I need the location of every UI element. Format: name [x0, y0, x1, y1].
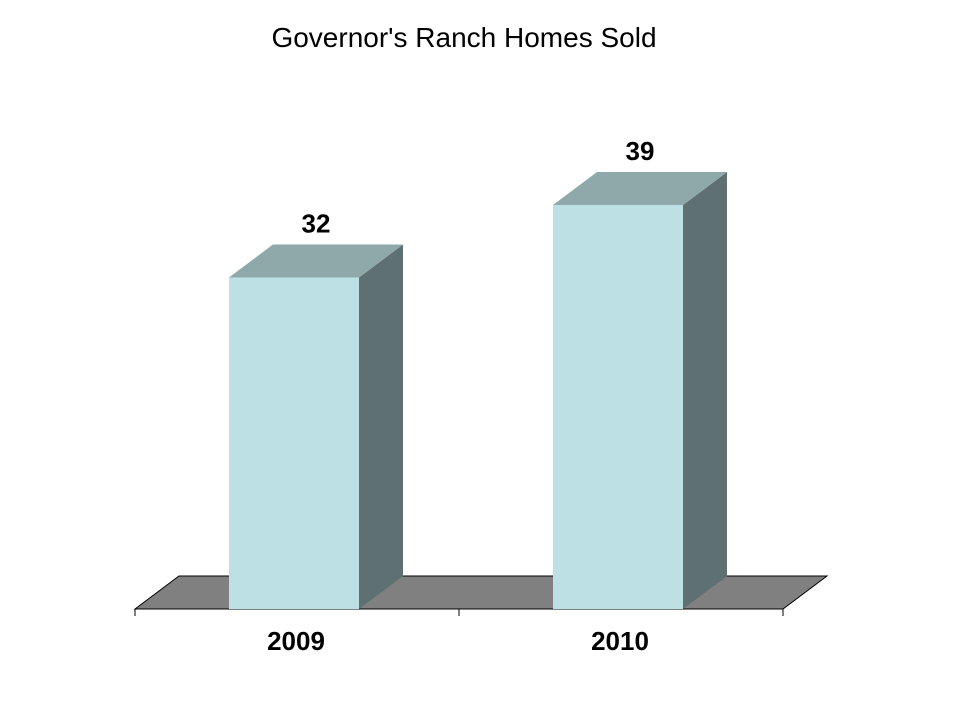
bar-top-face — [553, 171, 727, 205]
bars — [229, 171, 727, 610]
x-axis — [134, 608, 784, 616]
bar-2010 — [553, 171, 727, 609]
data-label: 32 — [302, 208, 331, 238]
bar-front-face — [229, 277, 359, 609]
x-tick-labels: 2009 2010 — [267, 626, 649, 656]
data-label: 39 — [626, 136, 655, 166]
chart-title: Governor's Ranch Homes Sold — [271, 22, 657, 53]
x-tick-label: 2010 — [591, 626, 649, 656]
bar-2009 — [229, 244, 403, 610]
bar-top-face — [229, 244, 403, 278]
x-tick-label: 2009 — [267, 626, 325, 656]
data-labels: 32 39 — [302, 136, 655, 239]
bar-side-face — [683, 171, 727, 609]
bar-side-face — [359, 244, 403, 610]
bar-front-face — [553, 204, 683, 609]
